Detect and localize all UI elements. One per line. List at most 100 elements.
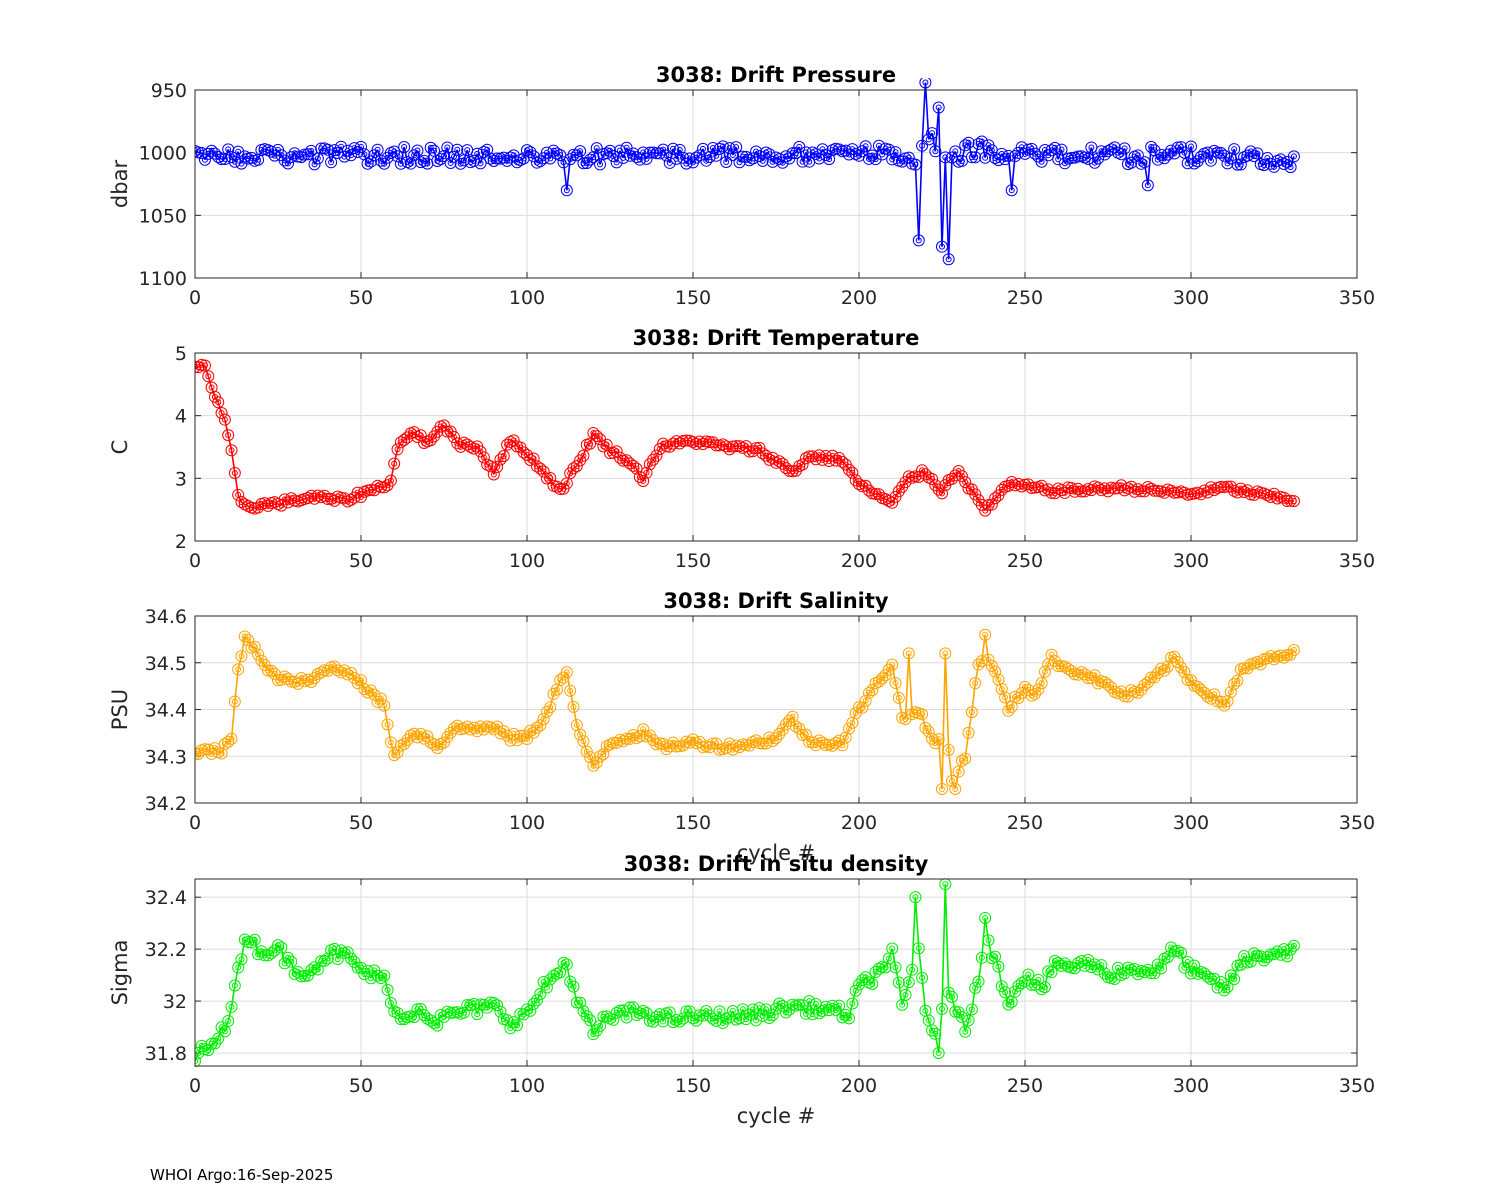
chart-2-point-inner <box>510 437 517 444</box>
chart-2-segment <box>400 439 405 443</box>
chart-1-point-inner <box>885 146 892 153</box>
chart-2-point <box>577 449 590 462</box>
chart-4-point <box>776 999 789 1012</box>
chart-4-point <box>275 941 288 954</box>
chart-1-point-inner <box>709 144 716 151</box>
chart-4-segment <box>393 1010 398 1014</box>
chart-3-point <box>945 774 958 787</box>
chart-3-point-inner <box>713 740 720 747</box>
chart-3-xtick-label: 200 <box>841 812 877 834</box>
chart-3-point <box>248 640 261 653</box>
chart-3-segment <box>639 728 644 737</box>
chart-1-point-inner <box>424 160 431 167</box>
chart-4-segment <box>563 962 568 966</box>
chart-3-point <box>398 737 411 750</box>
chart-4-point-inner <box>653 1014 660 1021</box>
chart-4-point <box>1045 966 1058 979</box>
chart-3-point-inner <box>905 650 912 657</box>
chart-3-point-inner <box>663 746 670 753</box>
chart-1-point-inner <box>344 147 351 154</box>
chart-3-point-inner <box>228 735 235 742</box>
chart-2-point <box>544 472 557 485</box>
chart-4-segment <box>1286 949 1292 957</box>
chart-3-point <box>955 754 968 767</box>
chart-4-ytick-label: 32.2 <box>145 939 187 961</box>
chart-1-point <box>703 150 716 163</box>
chart-4-point <box>228 979 241 992</box>
chart-4-point <box>706 1012 719 1025</box>
chart-3-point <box>965 706 978 719</box>
chart-4-point-inner <box>929 1027 936 1034</box>
chart-2-point <box>351 486 364 499</box>
chart-1-point <box>537 152 550 165</box>
chart-4-point-inner <box>381 972 388 979</box>
chart-4-series <box>195 878 1300 1068</box>
chart-3-point-inner <box>311 675 318 682</box>
chart-1-point-inner <box>812 151 819 158</box>
chart-4-point-inner <box>1101 970 1108 977</box>
chart-2-point <box>633 471 646 484</box>
chart-3-point-inner <box>862 697 869 704</box>
chart-4-point-inner <box>577 999 584 1006</box>
chart-2-segment <box>230 450 236 474</box>
chart-2-segment <box>778 460 784 465</box>
chart-4-point <box>942 986 955 999</box>
chart-1-point-inner <box>437 156 444 163</box>
chart-4-point-inner <box>543 984 550 991</box>
chart-4-point <box>195 1055 201 1068</box>
chart-3-point-inner <box>524 735 530 742</box>
chart-2-point <box>447 431 460 444</box>
chart-3-point-inner <box>514 737 521 744</box>
chart-3-segment <box>961 757 966 762</box>
chart-4-point <box>487 997 500 1010</box>
chart-1-point <box>657 143 670 156</box>
chart-1-point <box>444 157 457 170</box>
chart-3-point-inner <box>543 708 550 715</box>
chart-1-point <box>584 153 597 166</box>
chart-4-point <box>763 1011 776 1024</box>
chart-3-point-inner <box>241 633 248 640</box>
chart-1-segment <box>944 157 950 260</box>
chart-4-segment <box>778 1002 784 1007</box>
chart-2-point <box>195 361 205 374</box>
chart-3-segment <box>230 701 236 739</box>
chart-1-point-inner <box>361 151 368 158</box>
chart-4-point-inner <box>666 1009 673 1016</box>
chart-2-point <box>494 453 507 466</box>
chart-2-point-inner <box>1005 482 1012 489</box>
chart-3-point <box>521 732 533 745</box>
chart-4-point <box>1178 961 1191 974</box>
chart-4-ytick-label: 31.8 <box>145 1043 187 1065</box>
chart-2-point-inner <box>1141 488 1148 495</box>
chart-1-point-inner <box>676 146 683 153</box>
chart-4-point <box>1248 947 1261 960</box>
chart-1-point-inner <box>792 149 799 156</box>
chart-1-point-inner <box>577 148 584 155</box>
chart-1-point-inner <box>1031 150 1038 157</box>
chart-4-point <box>457 1006 470 1019</box>
chart-4-point-inner <box>1025 971 1032 978</box>
chart-4-point <box>511 1019 524 1032</box>
chart-4-point-inner <box>998 983 1005 990</box>
chart-4-point-inner <box>1227 972 1234 979</box>
chart-4-ytick-label: 32 <box>163 991 187 1013</box>
chart-1-point <box>418 154 431 167</box>
chart-2-point-inner <box>255 504 262 511</box>
chart-2-point <box>1098 482 1111 495</box>
chart-4-point-inner <box>995 963 1002 970</box>
chart-4-point-inner <box>905 979 912 986</box>
chart-4-point-inner <box>1217 979 1224 986</box>
chart-1-point-inner <box>872 156 879 163</box>
chart-3-point <box>1065 665 1078 678</box>
chart-3-point <box>238 630 251 643</box>
chart-1-point <box>1228 143 1241 156</box>
chart-3-ytick-label: 34.5 <box>145 653 187 675</box>
chart-1-ytick-label: 1050 <box>139 205 187 227</box>
chart-3-segment <box>795 725 800 730</box>
chart-4-segment <box>1041 986 1046 990</box>
chart-3-point-inner <box>1015 695 1022 702</box>
chart-4-point-inner <box>763 1006 770 1013</box>
chart-3-point-inner <box>550 690 557 697</box>
chart-3-point <box>1191 680 1204 693</box>
